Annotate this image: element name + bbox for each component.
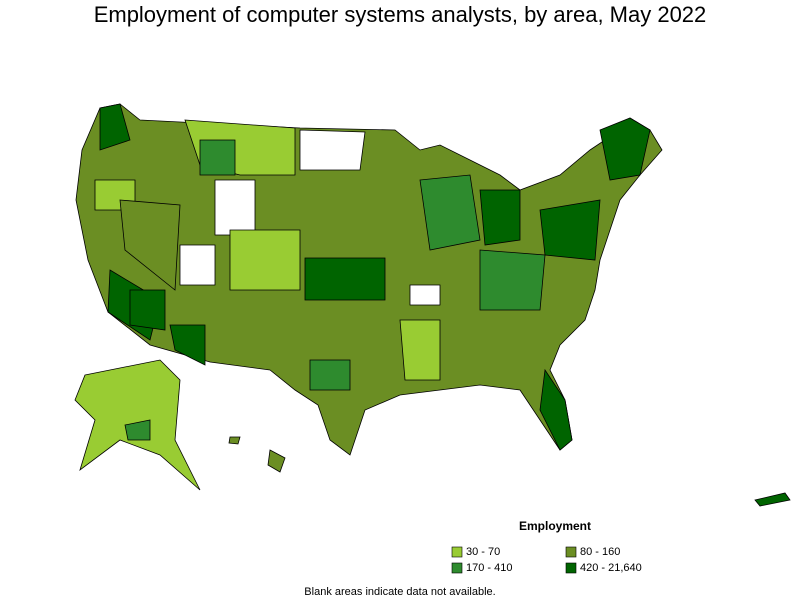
map-title: Employment of computer systems analysts,… (94, 2, 707, 27)
map-area (179, 244, 216, 286)
map-area (409, 284, 441, 306)
map-area (228, 436, 241, 445)
map-area (539, 368, 573, 451)
legend-swatch (451, 546, 463, 558)
footnote: Blank areas indicate data not available. (304, 586, 495, 598)
map-area (304, 257, 386, 301)
map-area (599, 117, 651, 181)
map-area (299, 129, 366, 171)
map-area (754, 492, 791, 507)
legend-label: 420 - 21,640 (580, 562, 642, 574)
legend: 30 - 70 80 - 160 170 - 410 420 - 21,640 (451, 546, 642, 574)
map-area (267, 449, 286, 473)
map-area (119, 199, 181, 291)
map-area (309, 359, 351, 391)
legend-label: 30 - 70 (466, 546, 500, 558)
map-area (214, 179, 256, 236)
map-area (399, 319, 441, 381)
map (74, 103, 791, 507)
map-area (99, 103, 131, 151)
map-area (539, 199, 601, 261)
map-area (129, 289, 166, 331)
legend-label: 170 - 410 (466, 562, 512, 574)
legend-label: 80 - 160 (580, 546, 620, 558)
legend-title: Employment (519, 519, 591, 533)
map-area (169, 324, 206, 366)
map-area (229, 229, 301, 291)
legend-swatch (565, 546, 577, 558)
map-area (479, 249, 546, 311)
map-area (479, 189, 521, 246)
map-area (199, 139, 236, 176)
legend-swatch (451, 562, 463, 574)
legend-swatch (565, 562, 577, 574)
map-area (124, 419, 151, 441)
map-area (419, 174, 481, 251)
